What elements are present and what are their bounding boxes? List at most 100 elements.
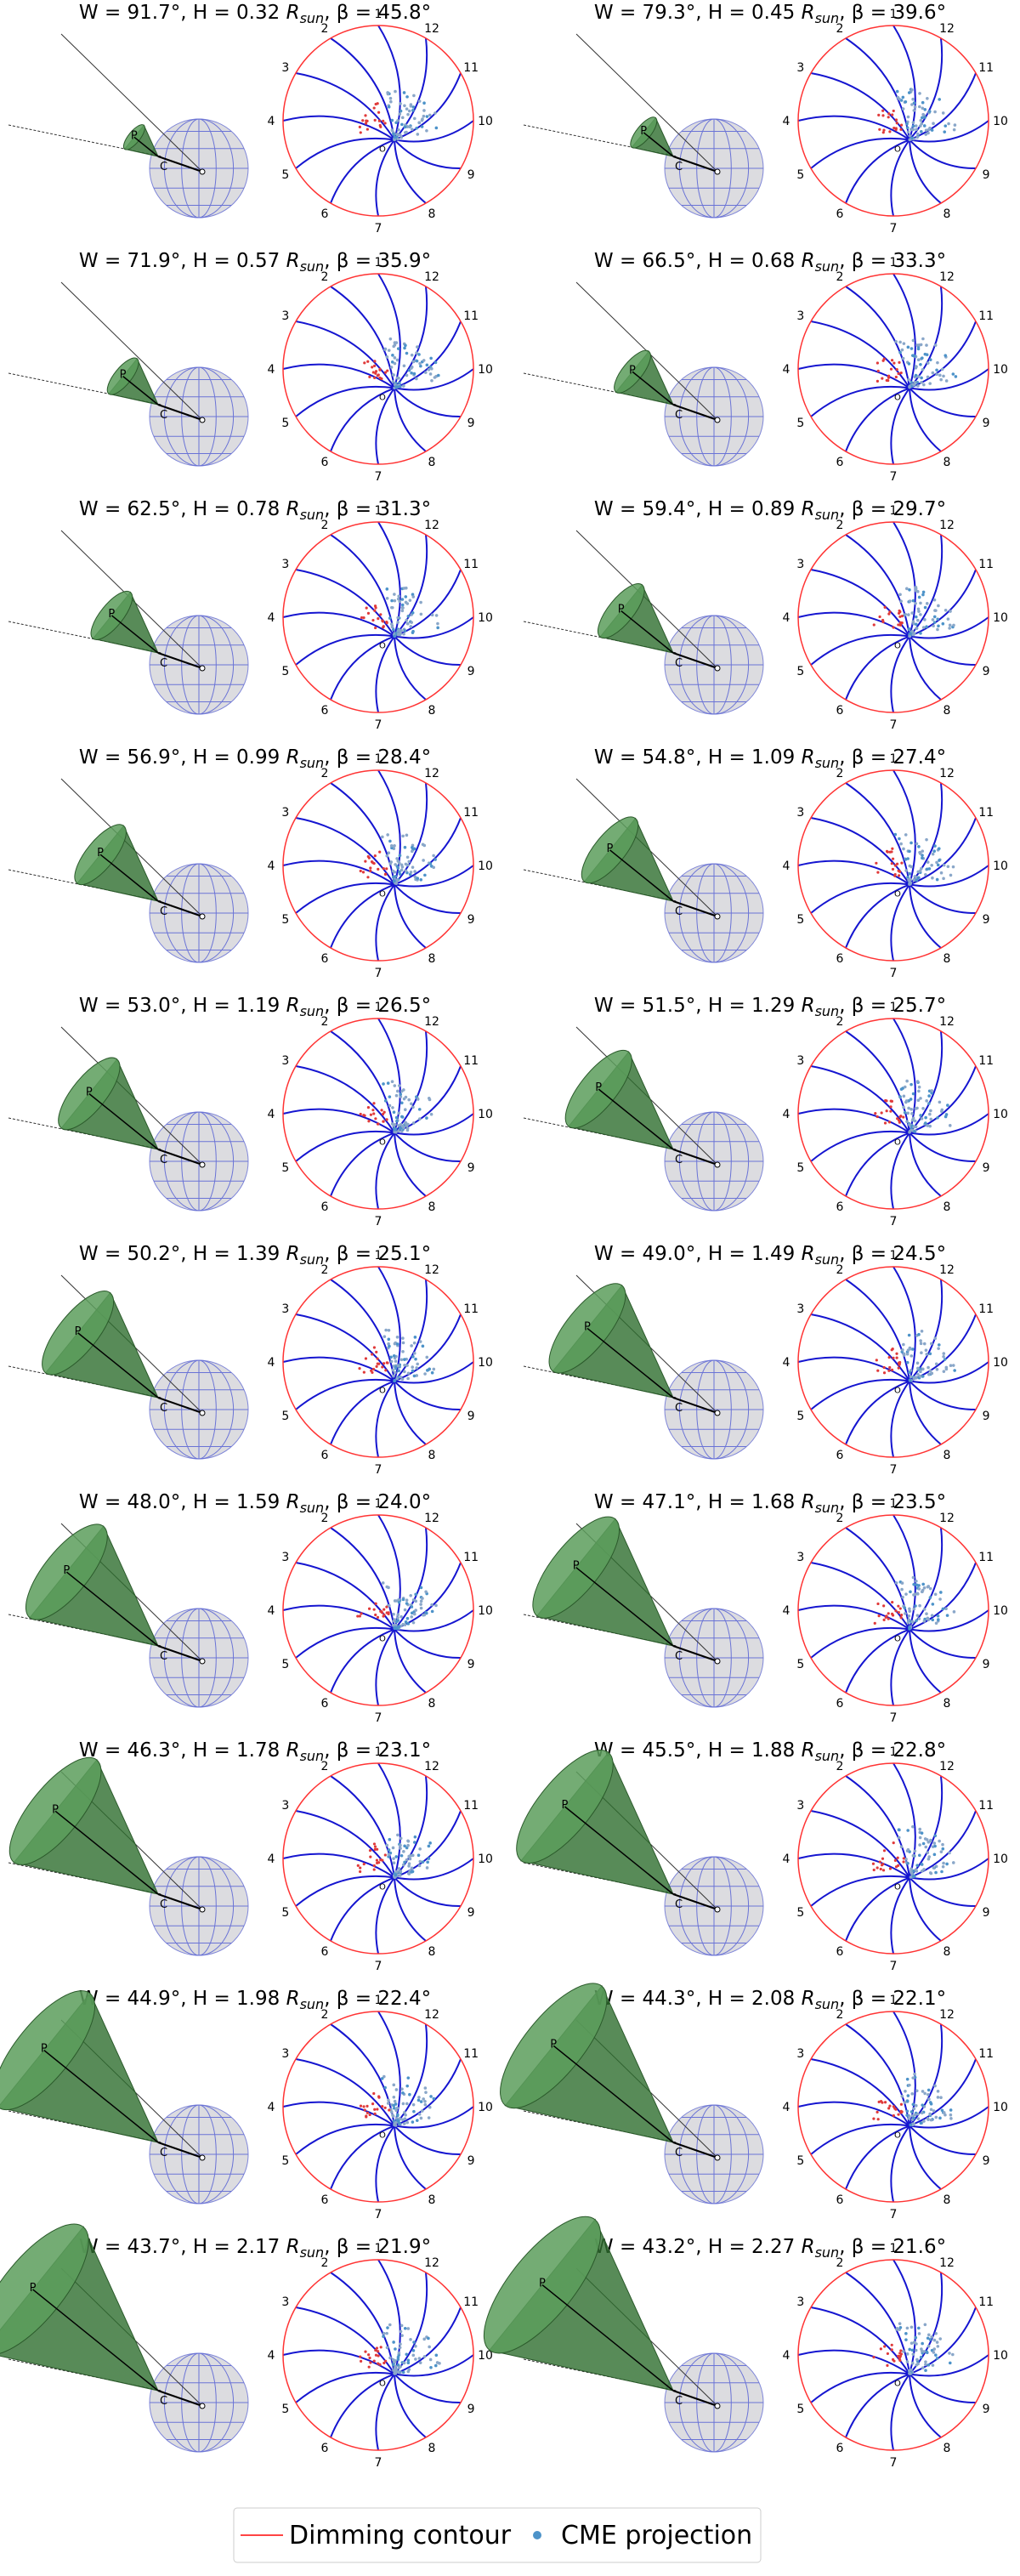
dimming-dot xyxy=(359,131,362,134)
cme-dot xyxy=(392,1857,395,1860)
cme-dot xyxy=(389,2110,394,2114)
cme-dot xyxy=(410,1870,413,1874)
cme-dot xyxy=(898,350,902,355)
dimming-dot xyxy=(377,2354,380,2358)
cme-dot xyxy=(934,1621,938,1626)
dimming-dot xyxy=(878,615,881,619)
cme-dot xyxy=(396,633,400,637)
dimming-contour xyxy=(797,273,989,465)
cme-dot xyxy=(399,2342,402,2346)
cme-dot xyxy=(400,2324,404,2328)
cme-dot xyxy=(911,121,915,124)
meridian-curve xyxy=(909,2373,977,2404)
cme-dot xyxy=(906,2094,910,2097)
center-line xyxy=(672,2142,718,2159)
cme-dot xyxy=(939,1591,943,1594)
cme-dot xyxy=(917,1332,921,1336)
sketch-label: C xyxy=(160,905,167,918)
cme-dot xyxy=(904,1612,907,1615)
center-line xyxy=(672,1893,718,1910)
cme-dot xyxy=(918,1603,921,1608)
cme-dot xyxy=(917,1089,921,1093)
cme-dot xyxy=(411,1365,415,1369)
cme-dot xyxy=(920,130,923,133)
cme-dot xyxy=(398,854,402,858)
cme-dot xyxy=(405,602,410,605)
cme-dot xyxy=(417,2357,422,2360)
dimming-dot xyxy=(359,2104,363,2108)
cme-dot xyxy=(405,618,409,622)
sight-line xyxy=(575,33,718,173)
meridian-curve xyxy=(394,1527,428,1631)
sketch-label: C xyxy=(160,161,167,173)
dimming-dot xyxy=(889,1099,892,1103)
cme-dot xyxy=(394,1115,399,1120)
cme-dot xyxy=(905,587,909,591)
cme-dot xyxy=(396,1089,400,1093)
cme-dot xyxy=(918,1836,922,1840)
cme-dot xyxy=(911,1116,915,1121)
cme-dot xyxy=(422,859,425,862)
meridian-curve xyxy=(909,1876,977,1908)
cme-dot xyxy=(924,1348,928,1353)
title-subscript: sun xyxy=(300,1748,325,1764)
cme-dot xyxy=(423,371,428,374)
clock-label: 10 xyxy=(993,1108,1008,1121)
dimming-dot xyxy=(382,1110,386,1114)
cme-dot xyxy=(938,373,942,377)
cme-dot xyxy=(920,1330,924,1333)
clock-label: 5 xyxy=(281,1410,289,1423)
cme-dot xyxy=(387,1586,390,1590)
cme-dot xyxy=(393,356,397,360)
cme-dot xyxy=(430,1370,434,1375)
dimming-dot xyxy=(900,861,904,865)
cme-dot xyxy=(382,2331,386,2335)
cme-dot xyxy=(415,359,419,363)
cme-dot xyxy=(942,2111,946,2114)
title-subscript: sun xyxy=(815,2244,840,2261)
cme-dot xyxy=(923,618,926,621)
title-subscript: sun xyxy=(300,2244,325,2261)
cme-dot xyxy=(388,2356,392,2360)
cme-dot xyxy=(381,835,384,839)
cme-dot xyxy=(403,2111,406,2114)
cme-dot xyxy=(900,2094,904,2098)
clock-label: 11 xyxy=(463,806,479,820)
clock-label: 3 xyxy=(281,1551,289,1564)
cme-dot xyxy=(388,1104,392,1108)
cme-dot xyxy=(905,2352,910,2356)
sketch-label: C xyxy=(675,657,683,670)
meridian-curve xyxy=(909,1877,942,1942)
sketch-label: P xyxy=(63,1564,70,1577)
cme-dot xyxy=(924,2369,927,2373)
dimming-dot xyxy=(371,366,374,369)
meridian-curve xyxy=(377,273,401,389)
cme-dot xyxy=(908,1131,911,1134)
cme-dot xyxy=(916,2112,920,2116)
cme-dot xyxy=(942,1352,946,1355)
meridian-curve xyxy=(295,137,395,169)
sketch-label: C xyxy=(160,1154,167,1166)
title-subscript: sun xyxy=(300,1500,325,1516)
dimming-dot xyxy=(381,619,384,622)
clock-label: 5 xyxy=(281,665,289,678)
meridian-curve xyxy=(845,883,910,949)
cme-dot xyxy=(917,876,921,880)
meridian-curve xyxy=(295,385,395,417)
cme-dot xyxy=(904,1099,909,1103)
cme-dot xyxy=(907,1106,910,1110)
meridian-curve xyxy=(295,1810,395,1878)
cme-dot xyxy=(404,343,407,348)
cme-dot xyxy=(421,843,425,847)
title-unit: R xyxy=(802,498,815,520)
cme-dot xyxy=(911,2102,915,2107)
sketch-label: O xyxy=(894,641,901,650)
dimming-dot xyxy=(386,369,389,372)
cme-dot xyxy=(905,122,909,126)
origin-marker xyxy=(199,417,206,423)
cme-dot xyxy=(396,1613,400,1617)
sketch-label: O xyxy=(894,1138,901,1147)
cme-dot xyxy=(905,1360,910,1365)
cme-dot xyxy=(422,1613,425,1617)
dimming-dot xyxy=(898,621,903,625)
